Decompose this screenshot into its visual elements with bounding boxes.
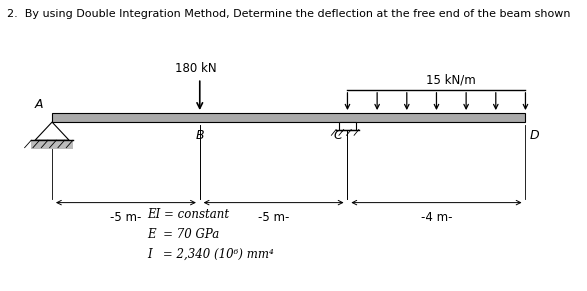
Text: B: B: [195, 129, 204, 142]
Text: I   = 2,340 (10⁶) mm⁴: I = 2,340 (10⁶) mm⁴: [147, 248, 274, 261]
Text: A: A: [35, 98, 43, 111]
Bar: [339, 122, 356, 129]
Text: -4 m-: -4 m-: [421, 211, 452, 224]
Text: 2.  By using Double Integration Method, Determine the deflection at the free end: 2. By using Double Integration Method, D…: [7, 9, 571, 19]
Text: D: D: [530, 129, 539, 142]
Text: -5 m-: -5 m-: [110, 211, 141, 224]
Text: E  = 70 GPa: E = 70 GPa: [147, 228, 219, 241]
Bar: [31, 140, 73, 148]
Text: 15 kN/m: 15 kN/m: [426, 74, 475, 86]
Text: -5 m-: -5 m-: [258, 211, 289, 224]
Text: EI = constant: EI = constant: [147, 208, 229, 221]
Text: 180 kN: 180 kN: [175, 62, 217, 75]
Bar: [52, 113, 525, 122]
Polygon shape: [35, 122, 69, 140]
Text: C: C: [333, 129, 342, 142]
